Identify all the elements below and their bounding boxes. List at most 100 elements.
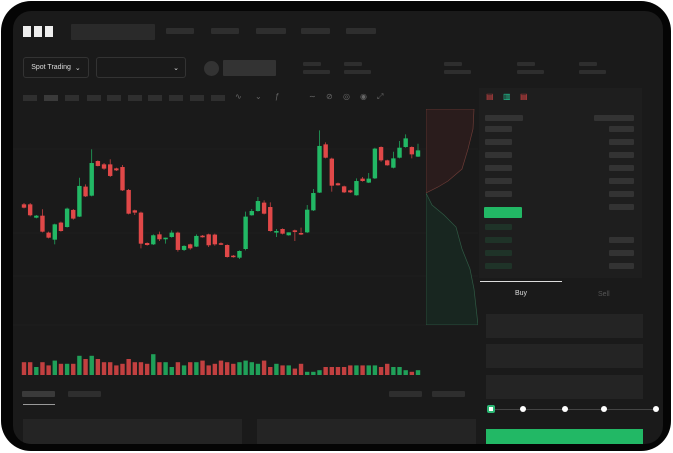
candle-body <box>391 158 396 168</box>
order-book-asks-icon[interactable]: ▤ <box>520 92 528 101</box>
interval-button[interactable] <box>128 95 142 101</box>
order-book-bids-icon[interactable]: ▥ <box>503 92 511 101</box>
interval-button[interactable] <box>87 95 101 101</box>
nav-item[interactable] <box>166 28 194 34</box>
chevron-down-icon: ⌄ <box>74 64 81 72</box>
volume-bar <box>58 363 64 375</box>
volume-bar <box>52 360 57 375</box>
interval-button[interactable] <box>148 95 162 101</box>
slider-step-100[interactable] <box>653 406 659 412</box>
volume-bar <box>101 362 107 375</box>
interval-button[interactable] <box>23 95 37 101</box>
volume-bar <box>175 362 181 375</box>
filter-button[interactable] <box>432 391 465 397</box>
tab-open-orders[interactable] <box>22 391 55 397</box>
last-price-badge <box>484 207 522 218</box>
nav-item[interactable] <box>301 28 330 34</box>
interval-button[interactable] <box>65 95 79 101</box>
volume-bar <box>274 363 279 375</box>
candle-body <box>89 163 94 196</box>
volume-bar <box>114 365 119 375</box>
okx-logo[interactable] <box>23 26 55 37</box>
filter-button[interactable] <box>389 391 422 397</box>
search-bar[interactable] <box>71 24 155 40</box>
nav-item[interactable] <box>256 28 286 34</box>
candle-body <box>409 147 415 155</box>
chart-type-icon[interactable]: ∿ <box>235 92 242 101</box>
candle-body <box>372 148 378 179</box>
volume-bar <box>224 362 230 375</box>
candle-body <box>286 232 291 236</box>
stat-label <box>579 62 597 66</box>
order-book-both-icon[interactable]: ▤ <box>486 92 494 101</box>
tab-sell[interactable]: Sell <box>598 291 610 298</box>
price-input[interactable] <box>486 314 643 338</box>
spot-trading-dropdown[interactable]: Spot Trading ⌄ <box>23 57 89 78</box>
candle-body <box>348 190 353 193</box>
nav-item[interactable] <box>346 28 376 34</box>
ask-price <box>485 191 512 197</box>
volume-bar <box>311 371 316 375</box>
stat-label <box>344 62 362 66</box>
interval-button[interactable] <box>169 95 183 101</box>
orders-panel <box>23 419 242 444</box>
tab-buy[interactable]: Buy <box>515 290 528 297</box>
candle-body <box>292 230 298 232</box>
slider-handle[interactable] <box>487 405 495 413</box>
line-icon[interactable]: ∼ <box>309 92 316 101</box>
volume-bar <box>280 365 285 375</box>
pencil-icon[interactable]: ⊘ <box>326 92 333 101</box>
tab-order-history[interactable] <box>68 391 101 397</box>
ask-price <box>485 139 512 145</box>
volume-bar <box>138 362 144 375</box>
volume-bar <box>157 362 162 375</box>
candle-body <box>231 255 236 258</box>
ask-amount <box>609 152 634 158</box>
fx-icon[interactable]: ƒ <box>275 92 280 101</box>
candle-body <box>21 204 27 208</box>
candle-body <box>304 209 310 233</box>
candle-body <box>200 235 205 238</box>
pair-dropdown[interactable]: ⌄ <box>96 57 186 78</box>
candle-body <box>194 235 199 247</box>
total-input[interactable] <box>486 375 643 399</box>
volume-bar <box>83 359 88 375</box>
candle-body <box>144 243 150 246</box>
candle-body <box>335 183 341 186</box>
candle-body <box>280 229 285 234</box>
nav-item[interactable] <box>211 28 239 34</box>
stat-label <box>444 62 462 66</box>
interval-button[interactable] <box>107 95 121 101</box>
candlestick-chart[interactable] <box>13 111 478 381</box>
volume-bar <box>181 365 187 375</box>
ask-amount <box>609 126 634 132</box>
volume-bar <box>64 363 70 375</box>
volume-bar <box>77 355 82 375</box>
volume-bar <box>348 365 353 375</box>
interval-button[interactable] <box>44 95 58 101</box>
buy-submit-button[interactable] <box>486 429 643 444</box>
candle-body <box>298 233 304 235</box>
slider-step-25[interactable] <box>520 406 526 412</box>
slider-step-50[interactable] <box>562 406 568 412</box>
volume-bar <box>194 362 199 375</box>
buy-tab-underline <box>480 281 562 282</box>
volume-bar <box>151 354 156 375</box>
amount-slider[interactable] <box>490 409 656 410</box>
stat-label <box>517 62 535 66</box>
interval-button[interactable] <box>211 95 225 101</box>
candle-body <box>107 164 113 176</box>
volume-bar <box>354 365 359 375</box>
camera-icon[interactable]: ◎ <box>343 92 350 101</box>
fullscreen-icon[interactable]: ⤢ <box>377 92 384 101</box>
volume-bar <box>231 363 236 375</box>
candle-body <box>77 185 82 217</box>
slider-step-75[interactable] <box>601 406 607 412</box>
settings-icon[interactable]: ◉ <box>360 92 367 101</box>
interval-button[interactable] <box>190 95 204 101</box>
amount-input[interactable] <box>486 344 643 368</box>
volume-bar <box>163 362 168 375</box>
indicator-icon[interactable]: ⌄ <box>255 92 262 101</box>
candle-body <box>323 144 328 158</box>
